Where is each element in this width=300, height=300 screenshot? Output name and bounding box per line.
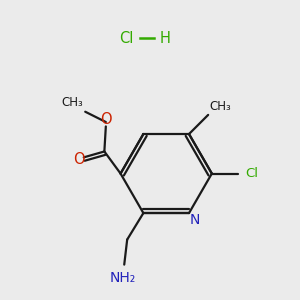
Text: O: O xyxy=(100,112,112,128)
Text: H: H xyxy=(159,31,170,46)
Text: Cl: Cl xyxy=(119,31,134,46)
Text: Cl: Cl xyxy=(246,167,259,180)
Text: CH₃: CH₃ xyxy=(210,100,231,113)
Text: NH₂: NH₂ xyxy=(110,271,136,285)
Text: CH₃: CH₃ xyxy=(61,96,83,110)
Text: O: O xyxy=(73,152,84,167)
Text: N: N xyxy=(189,213,200,226)
